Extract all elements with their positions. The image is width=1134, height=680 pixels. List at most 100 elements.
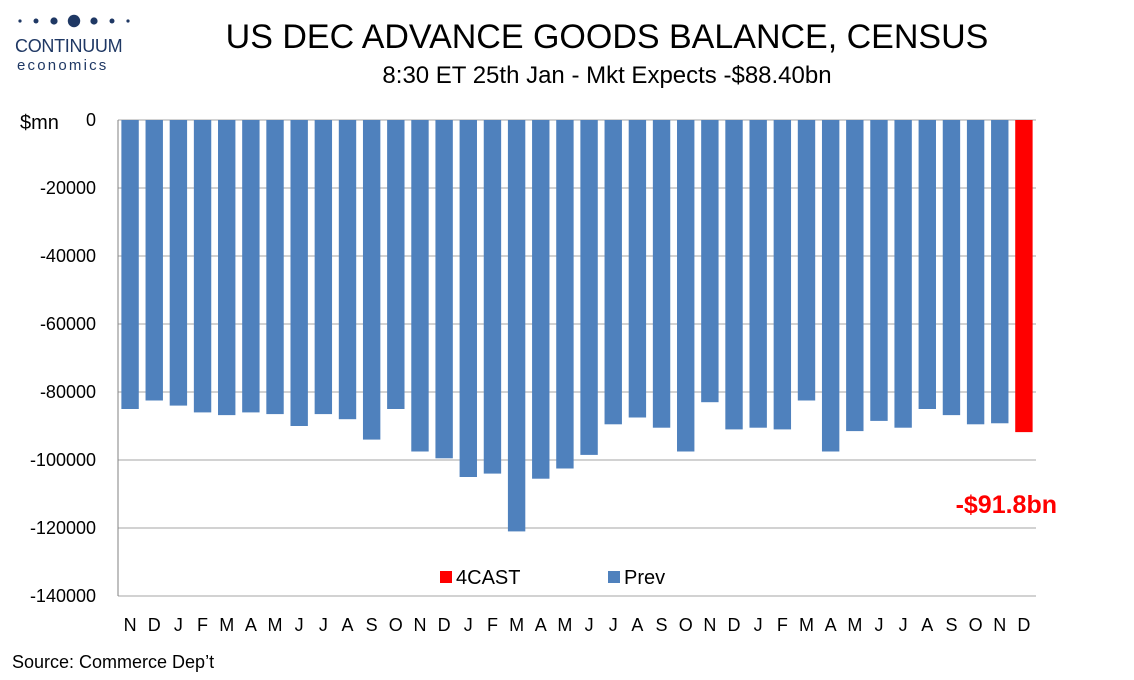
y-tick-label: -100000: [30, 450, 96, 470]
x-tick-label: J: [464, 615, 473, 635]
bar-prev: [507, 120, 526, 532]
x-tick-label: S: [945, 615, 957, 635]
x-tick-label: F: [197, 615, 208, 635]
legend-label-4cast: 4CAST: [456, 567, 520, 589]
bar-prev: [242, 120, 260, 413]
x-tick-label: F: [487, 615, 498, 635]
forecast-annotation: -$91.8bn: [956, 491, 1057, 519]
x-tick-label: A: [631, 615, 643, 635]
x-tick-label: M: [557, 615, 572, 635]
bar-prev: [338, 120, 357, 420]
x-tick-label: J: [295, 615, 304, 635]
x-tick-label: A: [921, 615, 933, 635]
x-tick-label: J: [609, 615, 618, 635]
bar-prev: [580, 120, 598, 455]
legend-label-prev: Prev: [624, 567, 665, 589]
x-tick-label: A: [245, 615, 257, 635]
x-tick-label: M: [509, 615, 524, 635]
logo-tagline: economics: [17, 57, 109, 74]
y-tick-label: -80000: [40, 382, 96, 402]
axes: 0 -20000 -40000 -60000 -80000 -100000 -120000 -…: [30, 110, 1030, 635]
bar-prev: [121, 120, 139, 409]
logo-dots-icon: [18, 14, 130, 28]
bar-prev: [556, 120, 574, 469]
bar-prev: [532, 120, 550, 479]
bar-prev: [169, 120, 188, 406]
bar-prev: [749, 120, 767, 428]
x-tick-label: O: [969, 615, 983, 635]
chart-title: US DEC ADVANCE GOODS BALANCE, CENSUS: [225, 18, 989, 56]
x-tick-label: O: [389, 615, 403, 635]
bar-prev: [435, 120, 453, 459]
x-tick-label: A: [535, 615, 547, 635]
bar-prev: [362, 120, 381, 440]
x-tick-label: N: [413, 615, 426, 635]
x-tick-label: D: [438, 615, 451, 635]
logo-name: CONTINUUM: [15, 36, 123, 56]
bar-prev: [870, 120, 888, 421]
x-tick-label: O: [679, 615, 693, 635]
x-tick-label: N: [124, 615, 137, 635]
bar-prev: [846, 120, 864, 432]
bar-prev: [145, 120, 163, 401]
bar-prev: [701, 120, 719, 403]
bar-prev: [677, 120, 695, 452]
x-tick-label: N: [993, 615, 1006, 635]
legend-swatch-4cast: [440, 571, 452, 583]
y-tick-label: -60000: [40, 314, 96, 334]
y-tick-label: -40000: [40, 246, 96, 266]
bar-prev: [821, 120, 840, 452]
bar-prev: [725, 120, 743, 430]
x-tick-label: M: [847, 615, 862, 635]
x-tick-label: D: [1017, 615, 1030, 635]
x-tick-label: M: [268, 615, 283, 635]
bar-prev: [290, 120, 308, 426]
bar-4cast: [1015, 120, 1033, 433]
bar-prev: [411, 120, 429, 452]
bar-prev: [193, 120, 212, 413]
continuum-logo: CONTINUUM economics: [12, 14, 137, 76]
bar-prev: [459, 120, 477, 477]
x-tick-label: M: [219, 615, 234, 635]
bars: [121, 120, 1033, 532]
bar-prev: [797, 120, 816, 401]
bar-prev: [942, 120, 961, 416]
bar-prev: [652, 120, 671, 428]
bar-prev: [218, 120, 236, 416]
x-tick-label: J: [899, 615, 908, 635]
y-tick-label: -120000: [30, 518, 96, 538]
bar-prev: [604, 120, 622, 425]
x-tick-label: J: [874, 615, 883, 635]
y-axis-unit-label: $mn: [20, 112, 59, 134]
source-note: Source: Commerce Dep’t: [12, 652, 215, 672]
x-tick-label: J: [754, 615, 763, 635]
x-tick-label: D: [148, 615, 161, 635]
x-tick-label: N: [703, 615, 716, 635]
y-tick-label: -140000: [30, 586, 96, 606]
bar-prev: [628, 120, 647, 418]
bar-prev: [314, 120, 333, 415]
y-tick-label: 0: [86, 110, 96, 130]
x-tick-label: M: [799, 615, 814, 635]
y-tick-label: -20000: [40, 178, 96, 198]
x-tick-label: J: [319, 615, 328, 635]
x-tick-label: S: [366, 615, 378, 635]
x-tick-label: J: [585, 615, 594, 635]
x-tick-label: S: [656, 615, 668, 635]
bar-prev: [918, 120, 936, 409]
x-tick-label: J: [174, 615, 183, 635]
chart-subtitle: 8:30 ET 25th Jan - Mkt Expects -$88.40bn: [382, 62, 832, 89]
legend-swatch-prev: [608, 571, 620, 583]
bar-prev: [991, 120, 1009, 424]
bar-prev: [966, 120, 985, 425]
x-tick-label: A: [825, 615, 837, 635]
legend: 4CAST Prev: [440, 567, 665, 589]
bar-prev: [266, 120, 284, 415]
bar-prev: [894, 120, 912, 428]
x-tick-label: A: [341, 615, 353, 635]
bar-prev: [773, 120, 792, 430]
x-tick-label: D: [728, 615, 741, 635]
x-tick-label: F: [777, 615, 788, 635]
bar-prev: [387, 120, 405, 409]
